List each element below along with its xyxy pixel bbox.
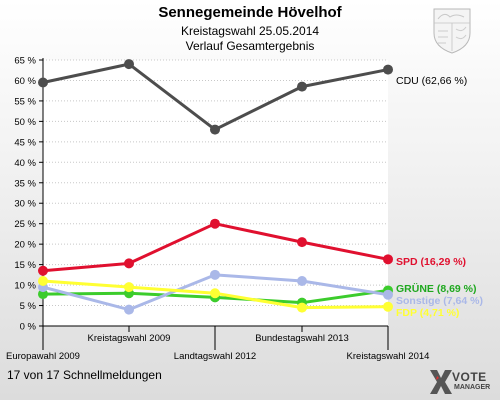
x-mark-icon (430, 370, 452, 394)
y-tick-label: 10 % (14, 281, 36, 292)
data-point-fdp (297, 302, 307, 313)
data-point-cdu (124, 59, 134, 70)
data-point-cdu (383, 64, 393, 75)
data-point-grüne (38, 289, 48, 300)
x-tick-label: Kreistagswahl 2009 (88, 333, 171, 344)
data-point-cdu (210, 124, 220, 135)
data-point-sonstige (210, 269, 220, 280)
y-tick-label: 40 % (14, 158, 36, 169)
x-tick-label: Europawahl 2009 (6, 351, 80, 362)
y-tick-label: 15 % (14, 260, 36, 271)
y-tick-label: 45 % (14, 137, 36, 148)
y-tick-label: 0 % (20, 322, 37, 333)
data-point-spd (210, 218, 220, 229)
vote-manager-logo: VOTE MANAGER (428, 368, 496, 398)
x-tick-label: Bundestagswahl 2013 (255, 333, 349, 344)
data-point-fdp (210, 288, 220, 299)
data-point-spd (38, 265, 48, 276)
logo-sub-text: MANAGER (454, 384, 491, 391)
y-tick-label: 60 % (14, 76, 36, 87)
plot-area (43, 60, 388, 326)
chart-subtitle-2: Verlauf Gesamtergebnis (185, 39, 315, 53)
data-point-fdp (38, 275, 48, 286)
chart-title: Sennegemeinde Hövelhof (158, 4, 342, 21)
y-tick-label: 50 % (14, 117, 36, 128)
y-tick-label: 25 % (14, 219, 36, 230)
data-point-spd (297, 237, 307, 248)
series-label-sonstige: Sonstige (7,64 %) (396, 295, 483, 307)
coat-of-arms-icon (433, 8, 471, 54)
series-label-fdp: FDP (4,71 %) (396, 307, 459, 319)
y-tick-label: 65 % (14, 56, 36, 67)
data-point-fdp (383, 301, 393, 312)
y-tick-label: 35 % (14, 178, 36, 189)
logo-brand-text: VOTE (452, 370, 487, 384)
x-tick-label: Kreistagswahl 2014 (347, 351, 430, 362)
footer-status: 17 von 17 Schnellmeldungen (7, 368, 162, 382)
series-label-cdu: CDU (62,66 %) (396, 75, 467, 87)
data-point-spd (383, 254, 393, 265)
data-point-sonstige (383, 289, 393, 300)
data-point-sonstige (124, 304, 134, 315)
data-point-spd (124, 258, 134, 269)
data-point-cdu (297, 81, 307, 92)
y-tick-label: 55 % (14, 96, 36, 107)
y-tick-label: 5 % (20, 301, 37, 312)
chart-subtitle: Kreistagswahl 25.05.2014 (180, 24, 320, 38)
y-tick-label: 20 % (14, 240, 36, 251)
series-label-grüne: GRÜNE (8,69 %) (396, 282, 477, 295)
x-tick-label: Landtagswahl 2012 (174, 351, 256, 362)
series-label-spd: SPD (16,29 %) (396, 256, 466, 268)
data-point-cdu (38, 77, 48, 88)
data-point-sonstige (297, 275, 307, 286)
y-tick-label: 30 % (14, 199, 36, 210)
data-point-fdp (124, 282, 134, 293)
